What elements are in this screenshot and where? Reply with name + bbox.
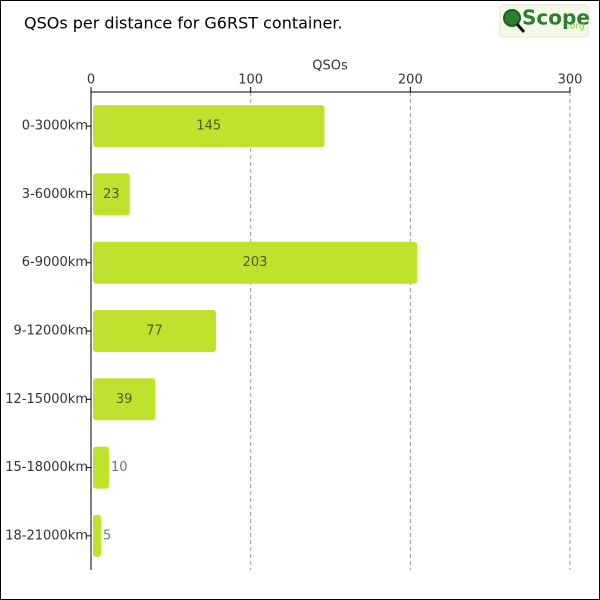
value-label: 77	[146, 324, 163, 339]
y-tick-label: 6-9000km	[22, 255, 88, 270]
bar	[93, 310, 216, 352]
value-label: 39	[116, 392, 133, 407]
x-axis-label: QSOs	[312, 59, 348, 74]
y-tick-label: 0-3000km	[22, 119, 88, 134]
x-tick-label: 300	[558, 73, 583, 88]
logo-text: Scope	[522, 6, 590, 30]
bar	[93, 446, 109, 489]
y-tick-label: 12-15000km	[5, 392, 88, 407]
y-tick-label: 18-21000km	[5, 528, 88, 543]
logo-icon	[503, 9, 521, 27]
bar	[93, 241, 418, 284]
value-label: 203	[243, 255, 268, 270]
bar	[93, 514, 101, 557]
y-tick-label: 9-12000km	[13, 324, 88, 339]
chart-title: QSOs per distance for G6RST container.	[24, 14, 343, 33]
bar	[93, 173, 130, 216]
x-tick-label: 200	[398, 73, 423, 88]
x-tick-label: 0	[87, 73, 95, 88]
value-label: 10	[111, 460, 128, 475]
y-tick-label: 3-6000km	[22, 187, 88, 202]
value-label: 5	[103, 528, 111, 543]
logo-icon-handle	[515, 23, 526, 33]
logo: Scope .org	[499, 4, 590, 38]
value-label: 145	[196, 119, 221, 134]
y-tick-label: 15-18000km	[5, 460, 88, 475]
logo-domain: .org	[567, 22, 585, 32]
bar	[93, 378, 156, 421]
x-tick-label: 100	[238, 73, 263, 88]
value-label: 23	[103, 187, 120, 202]
bar	[93, 105, 325, 148]
